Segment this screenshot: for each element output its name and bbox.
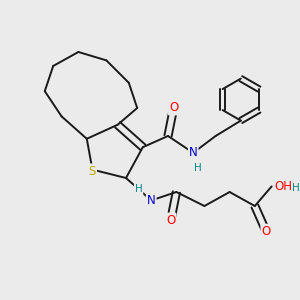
Text: OH: OH [274, 180, 292, 193]
Text: O: O [261, 225, 271, 238]
Text: S: S [89, 164, 96, 178]
Text: N: N [147, 194, 156, 207]
Text: O: O [166, 214, 176, 226]
Text: O: O [169, 101, 178, 115]
Text: H: H [135, 184, 142, 194]
Text: H: H [194, 163, 201, 173]
Text: H: H [292, 183, 299, 193]
Text: N: N [189, 146, 198, 159]
